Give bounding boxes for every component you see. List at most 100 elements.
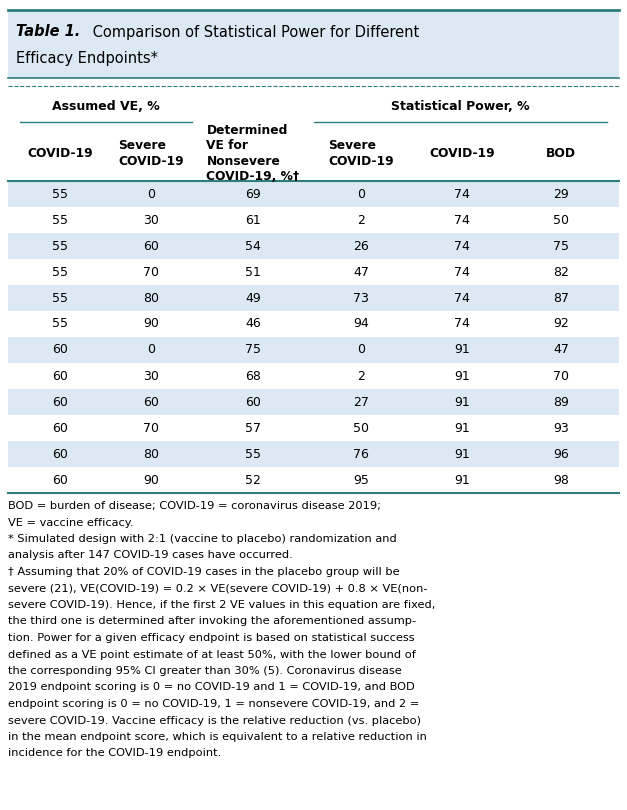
Text: 0: 0 xyxy=(147,343,155,356)
Text: 55: 55 xyxy=(52,240,68,253)
Text: COVID-19: COVID-19 xyxy=(429,147,495,160)
Text: 73: 73 xyxy=(353,292,369,305)
Text: 80: 80 xyxy=(143,292,159,305)
Text: 50: 50 xyxy=(553,214,569,227)
Text: analysis after 147 COVID-19 cases have occurred.: analysis after 147 COVID-19 cases have o… xyxy=(8,551,293,561)
Text: 50: 50 xyxy=(353,421,369,434)
Text: 69: 69 xyxy=(245,187,261,201)
Text: 74: 74 xyxy=(454,187,470,201)
Text: 46: 46 xyxy=(245,318,261,330)
Text: † Assuming that 20% of COVID-19 cases in the placebo group will be: † Assuming that 20% of COVID-19 cases in… xyxy=(8,567,399,577)
Bar xyxy=(8,233,619,259)
Text: 54: 54 xyxy=(245,240,261,253)
Text: 55: 55 xyxy=(245,447,261,461)
Bar xyxy=(8,285,619,311)
Text: 29: 29 xyxy=(553,187,569,201)
Text: Efficacy Endpoints*: Efficacy Endpoints* xyxy=(16,50,158,66)
Text: tion. Power for a given efficacy endpoint is based on statistical success: tion. Power for a given efficacy endpoin… xyxy=(8,633,414,643)
Text: 52: 52 xyxy=(245,474,261,487)
Text: 55: 55 xyxy=(52,292,68,305)
Text: 94: 94 xyxy=(353,318,369,330)
Text: endpoint scoring is 0 = no COVID-19, 1 = nonsevere COVID-19, and 2 =: endpoint scoring is 0 = no COVID-19, 1 =… xyxy=(8,699,419,709)
Text: 55: 55 xyxy=(52,187,68,201)
Text: 2: 2 xyxy=(357,214,365,227)
Text: 0: 0 xyxy=(357,187,365,201)
Text: 95: 95 xyxy=(353,474,369,487)
Text: Determined
VE for
Nonsevere
COVID-19, %†: Determined VE for Nonsevere COVID-19, %† xyxy=(206,124,300,183)
Text: 60: 60 xyxy=(143,395,159,408)
Text: 60: 60 xyxy=(52,395,68,408)
Text: 2019 endpoint scoring is 0 = no COVID-19 and 1 = COVID-19, and BOD: 2019 endpoint scoring is 0 = no COVID-19… xyxy=(8,683,414,693)
Bar xyxy=(8,441,619,467)
Text: 26: 26 xyxy=(353,240,369,253)
Text: 91: 91 xyxy=(454,447,470,461)
Text: 47: 47 xyxy=(353,266,369,279)
Text: 30: 30 xyxy=(143,214,159,227)
Text: 2: 2 xyxy=(357,369,365,382)
Text: the corresponding 95% CI greater than 30% (5). Coronavirus disease: the corresponding 95% CI greater than 30… xyxy=(8,666,402,676)
Bar xyxy=(8,389,619,415)
Text: 60: 60 xyxy=(245,395,261,408)
Bar xyxy=(8,207,619,233)
Text: 27: 27 xyxy=(353,395,369,408)
Bar xyxy=(8,467,619,493)
Bar xyxy=(8,363,619,389)
Text: 55: 55 xyxy=(52,318,68,330)
Text: 51: 51 xyxy=(245,266,261,279)
Text: 96: 96 xyxy=(553,447,569,461)
Text: Assumed VE, %: Assumed VE, % xyxy=(53,100,161,113)
Text: * Simulated design with 2:1 (vaccine to placebo) randomization and: * Simulated design with 2:1 (vaccine to … xyxy=(8,534,397,544)
Text: 87: 87 xyxy=(553,292,569,305)
Text: 60: 60 xyxy=(52,343,68,356)
Text: 74: 74 xyxy=(454,214,470,227)
Text: 91: 91 xyxy=(454,395,470,408)
Text: 70: 70 xyxy=(553,369,569,382)
Text: severe (21), VE(COVID-19) = 0.2 × VE(severe COVID-19) + 0.8 × VE(non-: severe (21), VE(COVID-19) = 0.2 × VE(sev… xyxy=(8,583,428,594)
Text: 80: 80 xyxy=(143,447,159,461)
Text: severe COVID-19). Hence, if the first 2 VE values in this equation are fixed,: severe COVID-19). Hence, if the first 2 … xyxy=(8,600,435,610)
Bar xyxy=(8,86,619,126)
Text: BOD: BOD xyxy=(546,147,576,160)
Text: 74: 74 xyxy=(454,292,470,305)
Text: 70: 70 xyxy=(143,421,159,434)
Text: 91: 91 xyxy=(454,474,470,487)
Text: 98: 98 xyxy=(553,474,569,487)
Text: 89: 89 xyxy=(553,395,569,408)
Text: in the mean endpoint score, which is equivalent to a relative reduction in: in the mean endpoint score, which is equ… xyxy=(8,732,427,742)
Text: Severe
COVID-19: Severe COVID-19 xyxy=(329,139,394,168)
Text: 60: 60 xyxy=(143,240,159,253)
Text: 61: 61 xyxy=(245,214,261,227)
Bar xyxy=(8,259,619,285)
Text: 75: 75 xyxy=(553,240,569,253)
Bar xyxy=(8,415,619,441)
Bar xyxy=(8,181,619,207)
Text: 91: 91 xyxy=(454,421,470,434)
Text: the third one is determined after invoking the aforementioned assump-: the third one is determined after invoki… xyxy=(8,616,416,626)
Text: 49: 49 xyxy=(245,292,261,305)
Text: 0: 0 xyxy=(357,343,365,356)
Text: Table 1.: Table 1. xyxy=(16,24,80,40)
Text: 0: 0 xyxy=(147,187,155,201)
Text: 92: 92 xyxy=(553,318,569,330)
Text: Severe
COVID-19: Severe COVID-19 xyxy=(118,139,184,168)
Bar xyxy=(8,311,619,337)
Text: 74: 74 xyxy=(454,240,470,253)
Text: 60: 60 xyxy=(52,474,68,487)
Text: 75: 75 xyxy=(245,343,261,356)
Bar xyxy=(8,10,619,78)
Text: Comparison of Statistical Power for Different: Comparison of Statistical Power for Diff… xyxy=(88,24,419,40)
Text: 90: 90 xyxy=(143,318,159,330)
Text: 68: 68 xyxy=(245,369,261,382)
Text: 91: 91 xyxy=(454,369,470,382)
Text: 55: 55 xyxy=(52,266,68,279)
Text: 90: 90 xyxy=(143,474,159,487)
Bar xyxy=(8,126,619,181)
Text: 74: 74 xyxy=(454,318,470,330)
Text: 30: 30 xyxy=(143,369,159,382)
Bar xyxy=(8,337,619,363)
Text: 55: 55 xyxy=(52,214,68,227)
Text: 91: 91 xyxy=(454,343,470,356)
Text: 57: 57 xyxy=(245,421,261,434)
Text: 70: 70 xyxy=(143,266,159,279)
Text: VE = vaccine efficacy.: VE = vaccine efficacy. xyxy=(8,518,134,527)
